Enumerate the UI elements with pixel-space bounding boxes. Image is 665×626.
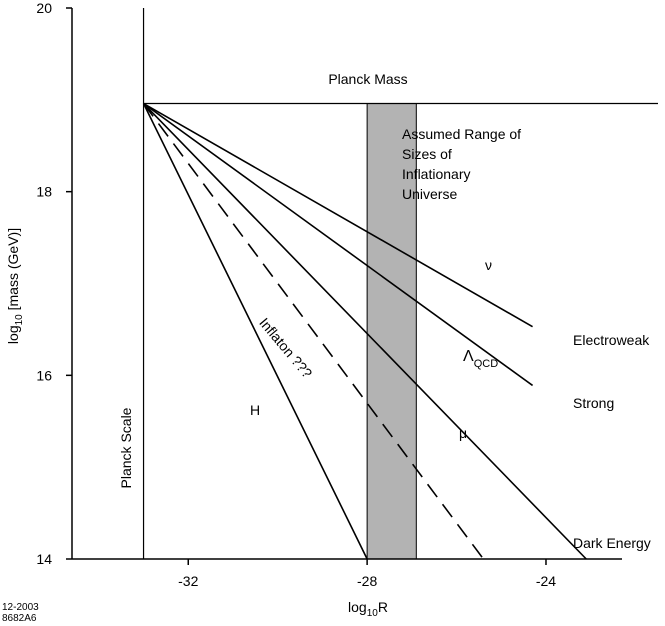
lambda-qcd-label: ΛQCD [463,348,498,370]
y-tick-label: 18 [36,184,52,200]
footer-code-1: 12-2003 [2,602,39,613]
series-group [142,102,587,560]
electroweak-label: Electroweak [573,332,650,348]
y-axis-title: log10 [mass (GeV)] [5,228,25,344]
y-tick-label: 20 [36,0,52,16]
series-electroweak-line [143,102,533,328]
band-label: Assumed Range of Sizes of Inflationary U… [402,126,525,202]
series-inflaton-line [142,103,485,560]
y-tick-label: 14 [36,551,52,567]
planck-scale-label: Planck Scale [118,407,134,488]
y-tick-label: 16 [36,367,52,383]
x-tick-label: -28 [357,573,377,589]
h-label: H [250,402,260,418]
x-tick-label: -32 [178,573,198,589]
series-strong-line [143,102,534,387]
series-dark-energy-line [142,102,587,560]
footer-code-2: 8682A6 [2,613,37,624]
axis-ticks: 14 16 18 20 -32 -28 -24 [36,0,556,589]
inflationary-size-band [366,103,417,560]
mu-label: μ [459,425,467,441]
strong-label: Strong [573,395,614,411]
x-tick-label: -24 [536,573,556,589]
inflaton-label: Inflaton ??? [256,315,315,382]
x-axis-title: log10R [348,599,388,619]
planck-mass-label: Planck Mass [328,71,407,87]
nu-label: ν [485,257,492,273]
dark-energy-label: Dark Energy [573,535,651,551]
series-h-line [142,103,368,560]
